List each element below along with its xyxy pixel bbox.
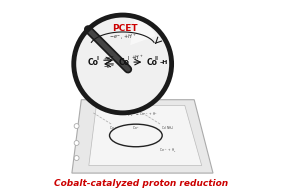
Text: I: I <box>127 56 128 61</box>
Text: III: III <box>154 56 159 61</box>
Polygon shape <box>89 105 202 166</box>
Text: $+H^+$: $+H^+$ <box>131 53 144 62</box>
Circle shape <box>74 15 171 113</box>
Text: $+e^-$: $+e^-$ <box>103 54 115 62</box>
Text: PCET: PCET <box>112 24 137 33</box>
Text: Cobalt-catalyzed proton reduction: Cobalt-catalyzed proton reduction <box>54 179 229 188</box>
Text: Co$^{2+}$: Co$^{2+}$ <box>109 124 118 132</box>
Circle shape <box>74 141 79 145</box>
Text: Co(NH$_3$): Co(NH$_3$) <box>161 124 175 132</box>
Text: Co: Co <box>146 58 157 67</box>
Text: Co$^+$: Co$^+$ <box>132 124 140 132</box>
Text: II: II <box>97 56 100 61</box>
Text: Co$^{2+}$ + H$_2$: Co$^{2+}$ + H$_2$ <box>159 146 177 155</box>
Text: $-e^-$: $-e^-$ <box>103 63 115 70</box>
Text: –H: –H <box>159 60 168 65</box>
Circle shape <box>74 156 79 160</box>
Polygon shape <box>72 100 213 173</box>
Text: Co: Co <box>118 58 129 67</box>
Circle shape <box>74 124 79 129</box>
Text: Co(NH$_3$)$_5^{2+}$ $\rightarrow$ Co$^{2+}$ + H$^+$: Co(NH$_3$)$_5^{2+}$ $\rightarrow$ Co$^{2… <box>117 111 158 119</box>
Text: $-e^-$, $+H^+$: $-e^-$, $+H^+$ <box>109 32 137 42</box>
Text: Co: Co <box>88 58 99 67</box>
Wedge shape <box>130 19 155 45</box>
